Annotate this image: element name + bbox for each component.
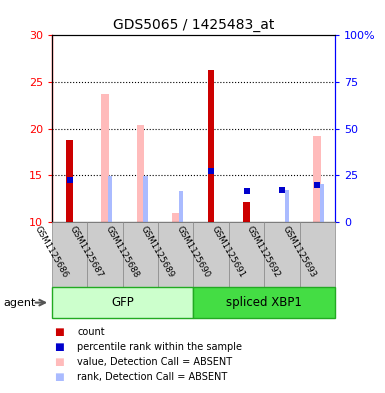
Text: GSM1125689: GSM1125689 [139, 224, 176, 279]
Text: GSM1125693: GSM1125693 [280, 224, 317, 279]
Text: value, Detection Call = ABSENT: value, Detection Call = ABSENT [77, 357, 232, 367]
Text: GFP: GFP [111, 296, 134, 309]
Text: spliced XBP1: spliced XBP1 [226, 296, 302, 309]
Bar [172, 213, 180, 222]
Bar [101, 94, 109, 222]
Text: count: count [77, 327, 105, 337]
Text: GSM1125688: GSM1125688 [104, 224, 141, 279]
Text: percentile rank within the sample: percentile rank within the sample [77, 342, 242, 352]
Text: rank, Detection Call = ABSENT: rank, Detection Call = ABSENT [77, 372, 227, 382]
Text: agent: agent [4, 298, 36, 308]
Bar [179, 191, 183, 222]
Text: GSM1125687: GSM1125687 [68, 224, 105, 279]
Text: GSM1125691: GSM1125691 [210, 224, 246, 279]
Bar [285, 190, 289, 222]
Bar [137, 125, 144, 222]
Text: ■: ■ [54, 372, 64, 382]
Text: GSM1125690: GSM1125690 [174, 224, 211, 279]
Bar [320, 184, 325, 222]
Text: GSM1125692: GSM1125692 [245, 224, 282, 279]
Bar [143, 176, 147, 222]
Bar [243, 202, 250, 222]
Bar [108, 176, 112, 222]
Text: ■: ■ [54, 342, 64, 352]
Text: GSM1125686: GSM1125686 [33, 224, 70, 279]
Bar [67, 140, 73, 222]
Bar [208, 70, 214, 222]
Bar [313, 136, 321, 222]
Text: ■: ■ [54, 357, 64, 367]
Text: ■: ■ [54, 327, 64, 337]
Title: GDS5065 / 1425483_at: GDS5065 / 1425483_at [113, 18, 274, 31]
